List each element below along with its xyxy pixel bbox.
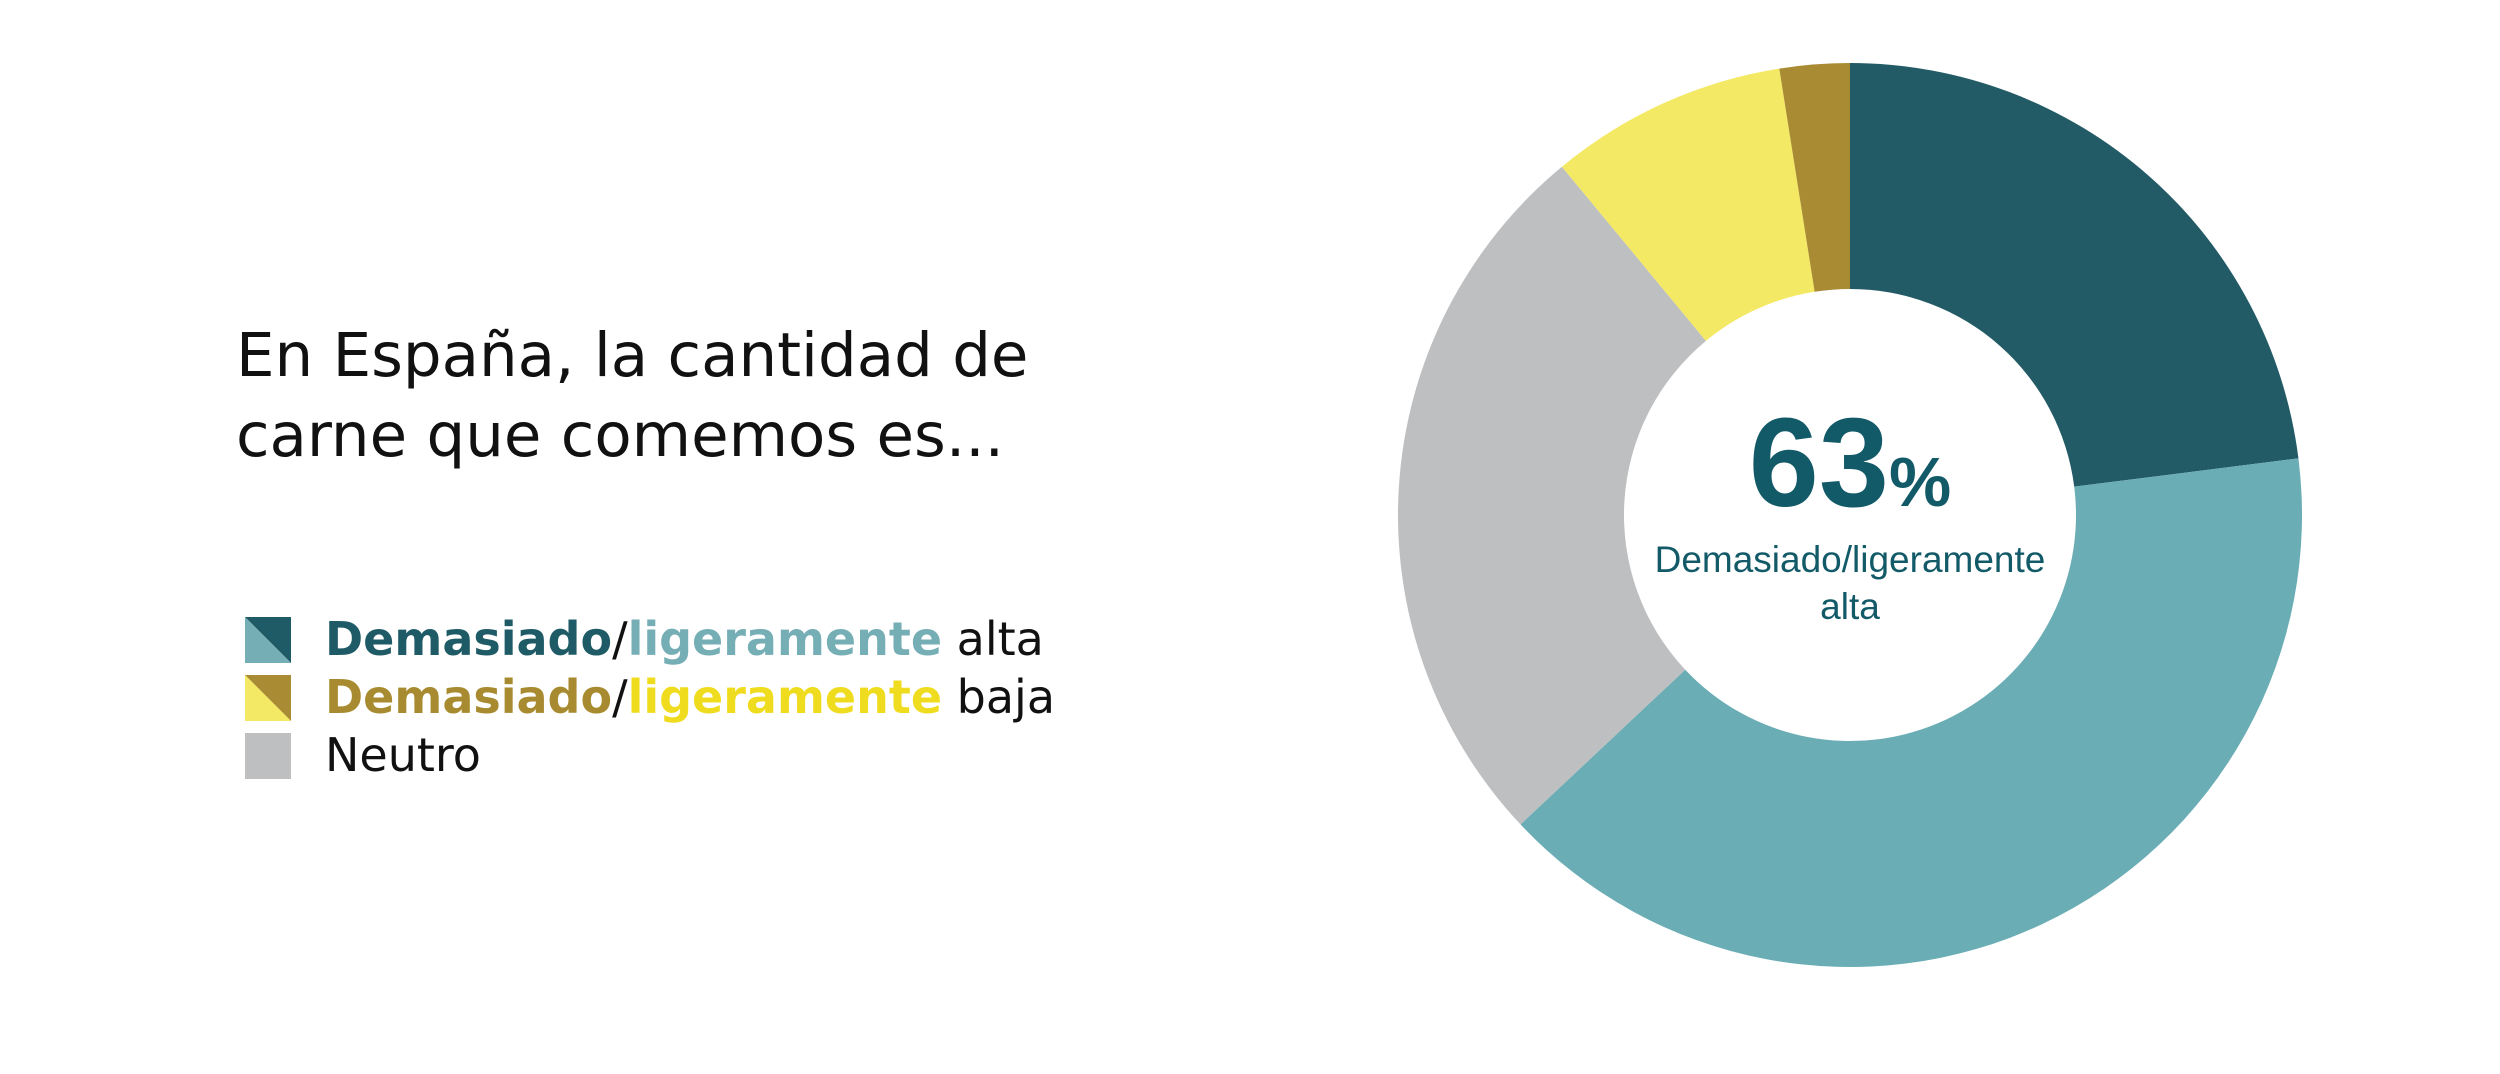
donut-slice-demasiado-baja <box>1779 63 1850 292</box>
legend-alta-ligeramente: ligeramente <box>627 612 943 666</box>
legend-alta-demasiado: Demasiado <box>325 612 613 666</box>
legend-neutro-label: Neutro <box>325 728 481 782</box>
legend-alta-rest: alta <box>942 612 1044 666</box>
legend-alta-separator: / <box>612 612 628 666</box>
donut-slice-ligeramente-alta <box>1520 458 2302 967</box>
legend-baja-rest: baja <box>942 670 1056 724</box>
center-label-line-1: Demasiado/ligeramente <box>1654 539 2046 580</box>
legend-swatch-neutro <box>245 733 291 779</box>
chart-title: En España, la cantidad de carne que come… <box>236 316 1136 476</box>
donut-chart <box>1398 63 2302 967</box>
legend-swatch-alta <box>245 617 291 663</box>
donut-slice-ligeramente-baja <box>1561 68 1815 341</box>
legend-baja-ligeramente: ligeramente <box>627 670 943 724</box>
legend-label-alta: Demasiado/ligeramente alta <box>325 610 1044 668</box>
legend-baja-demasiado: Demasiado <box>325 670 613 724</box>
legend-label-baja: Demasiado/ligeramente baja <box>325 668 1055 726</box>
donut-slice-demasiado-alta <box>1850 63 2299 487</box>
donut-slice-neutro <box>1398 166 1706 825</box>
title-line-1: En España, la cantidad de <box>236 320 1029 391</box>
legend-swatch-baja <box>245 675 291 721</box>
legend-baja-separator: / <box>612 670 628 724</box>
title-line-2: carne que comemos es... <box>236 400 1005 471</box>
center-value: 63% <box>1550 398 2150 547</box>
center-label-line-2: alta <box>1820 586 1880 627</box>
center-value-unit: % <box>1888 443 1952 521</box>
center-label: Demasiado/ligeramente alta <box>1550 536 2150 630</box>
legend-label-neutro: Neutro <box>325 726 481 784</box>
center-value-number: 63 <box>1748 392 1889 533</box>
